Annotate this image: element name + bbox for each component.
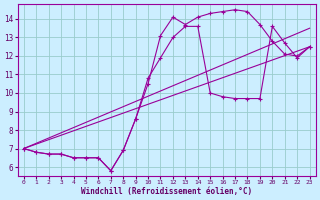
X-axis label: Windchill (Refroidissement éolien,°C): Windchill (Refroidissement éolien,°C) bbox=[81, 187, 252, 196]
